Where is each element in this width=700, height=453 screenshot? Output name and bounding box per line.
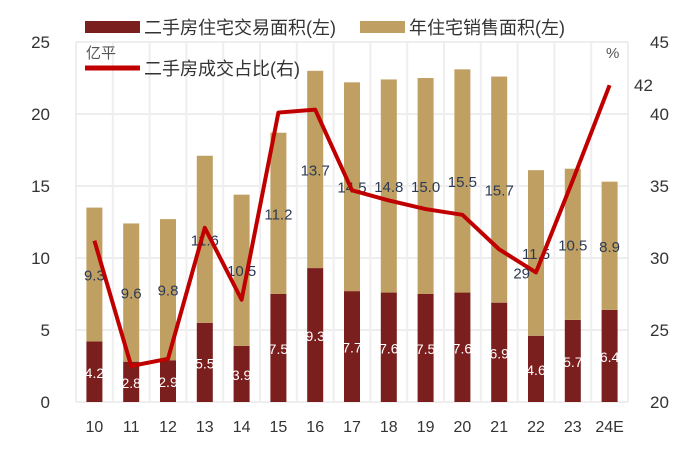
left-tick-label: 25: [31, 33, 50, 52]
x-tick-label: 12: [159, 419, 177, 436]
x-tick-label: 13: [196, 419, 214, 436]
bar-label-secondhand: 6.4: [600, 349, 620, 365]
legend-label-secondhand: 二手房住宅交易面积(左): [144, 18, 336, 38]
bar-label-new-sales: 10.5: [558, 237, 587, 254]
bar-label-secondhand: 9.3: [305, 328, 325, 344]
x-tick-label: 10: [86, 419, 104, 436]
x-tick-label: 20: [454, 419, 472, 436]
x-tick-label: 24E: [595, 419, 623, 436]
x-tick-label: 18: [380, 419, 398, 436]
left-tick-label: 10: [31, 249, 50, 268]
x-tick-label: 14: [233, 419, 251, 436]
bar-new-sales: [417, 78, 434, 294]
right-tick-label: 30: [650, 249, 669, 268]
bar-secondhand: [270, 294, 287, 402]
bar-new-sales: [196, 155, 213, 323]
right-tick-label: 45: [650, 33, 669, 52]
bar-new-sales: [160, 219, 176, 361]
x-tick-label: 15: [270, 419, 288, 436]
bar-secondhand: [196, 322, 213, 402]
right-tick-label: 20: [650, 393, 669, 412]
bar-secondhand: [307, 268, 324, 402]
bar-label-new-sales: 15.7: [485, 183, 514, 200]
bar-label-new-sales: 13.7: [301, 162, 330, 179]
bar-label-secondhand: 2.8: [121, 375, 141, 391]
left-axis-unit: 亿平: [86, 45, 116, 62]
bar-label-new-sales: 9.6: [121, 286, 142, 303]
x-tick-label: 19: [417, 419, 435, 436]
legend-label-new-sales: 年住宅销售面积(左): [409, 18, 565, 38]
bar-secondhand: [123, 361, 140, 402]
right-tick-label: 35: [650, 177, 669, 196]
x-tick-label: 16: [306, 419, 324, 436]
bar-secondhand: [528, 335, 544, 402]
bar-new-sales: [233, 194, 250, 346]
x-tick-label: 22: [527, 419, 545, 436]
bar-label-new-sales: 11.2: [264, 206, 292, 223]
bar-label-secondhand: 5.7: [563, 354, 583, 370]
left-tick-label: 5: [41, 321, 50, 340]
bar-new-sales: [564, 168, 581, 320]
x-tick-label: 21: [490, 419, 508, 436]
bar-secondhand: [454, 292, 471, 402]
bar-label-secondhand: 7.5: [416, 341, 436, 357]
left-tick-label: 0: [41, 393, 50, 412]
right-tick-label: 25: [650, 321, 669, 340]
left-tick-label: 20: [31, 105, 50, 124]
bar-new-sales: [86, 207, 103, 342]
right-axis-unit: %: [606, 45, 619, 62]
line-label: 29: [513, 265, 530, 282]
bar-secondhand: [601, 309, 618, 402]
bar-label-secondhand: 7.5: [269, 341, 289, 357]
bar-secondhand: [380, 292, 397, 402]
bar-label-new-sales: 14.8: [374, 179, 403, 196]
bar-secondhand: [233, 345, 250, 402]
bar-label-secondhand: 2.9: [158, 374, 178, 390]
bar-secondhand: [344, 291, 360, 402]
x-tick-label: 11: [123, 419, 140, 436]
bar-new-sales: [380, 79, 397, 293]
bar-secondhand: [491, 302, 508, 402]
bar-new-sales: [123, 223, 140, 362]
bar-label-secondhand: 7.6: [453, 340, 473, 356]
bar-label-new-sales: 9.3: [84, 268, 105, 285]
bar-secondhand: [417, 294, 434, 402]
bar-label-secondhand: 4.6: [526, 362, 546, 378]
bar-secondhand: [86, 341, 103, 402]
line-secondhand-share: [92, 84, 612, 368]
legend-swatch-secondhand: [85, 21, 140, 33]
bar-label-secondhand: 4.2: [85, 365, 105, 381]
bar-label-secondhand: 6.9: [489, 345, 509, 361]
x-tick-label: 17: [343, 419, 361, 436]
legend-swatch-new-sales: [360, 21, 405, 33]
bar-secondhand: [564, 319, 581, 402]
bar-label-new-sales: 8.9: [599, 239, 620, 256]
bar-label-new-sales: 15.5: [448, 174, 477, 191]
bar-secondhand: [160, 360, 176, 402]
bar-label-new-sales: 9.8: [158, 283, 179, 300]
bar-label-secondhand: 7.6: [379, 340, 399, 356]
bar-new-sales: [270, 132, 287, 294]
bar-new-sales: [601, 181, 618, 310]
bar-new-sales: [528, 170, 544, 336]
x-tick-label: 23: [564, 419, 582, 436]
bar-label-secondhand: 7.7: [342, 340, 362, 356]
bar-label-new-sales: 15.0: [411, 179, 440, 196]
right-tick-label: 40: [650, 105, 669, 124]
line-label: 42: [634, 76, 653, 95]
left-tick-label: 15: [31, 177, 50, 196]
bar-label-secondhand: 3.9: [232, 367, 252, 383]
bar-label-secondhand: 5.5: [195, 355, 215, 371]
legend-label-share: 二手房成交占比(右): [144, 59, 300, 79]
bar-new-sales: [454, 69, 471, 293]
